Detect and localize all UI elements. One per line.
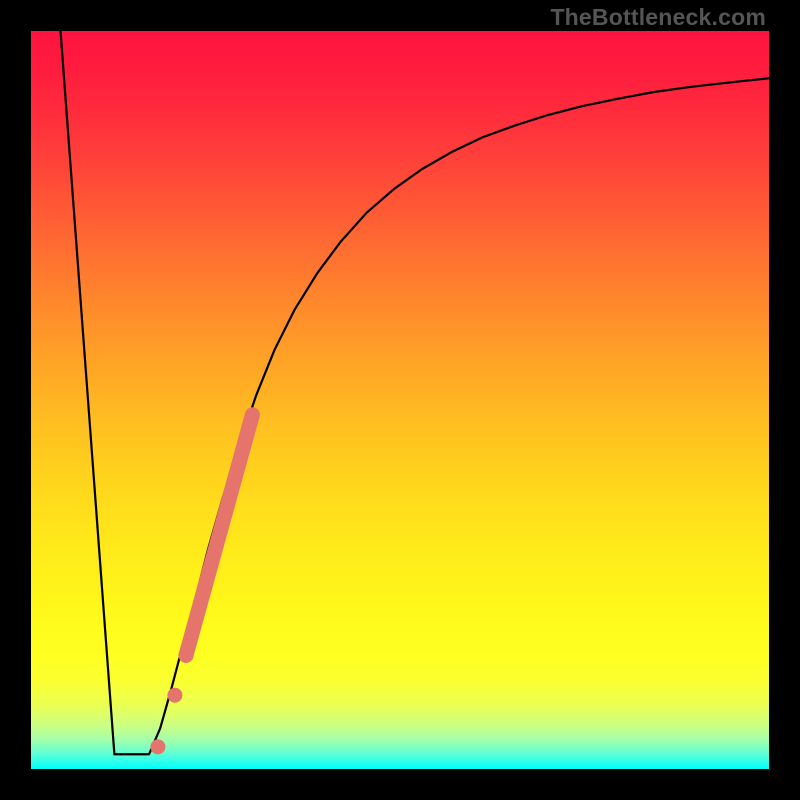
- frame-border-left: [0, 0, 31, 800]
- bottleneck-chart-canvas: [31, 31, 769, 769]
- frame-border-bottom: [0, 769, 800, 800]
- frame-border-right: [769, 0, 800, 800]
- watermark-text: TheBottleneck.com: [550, 4, 766, 31]
